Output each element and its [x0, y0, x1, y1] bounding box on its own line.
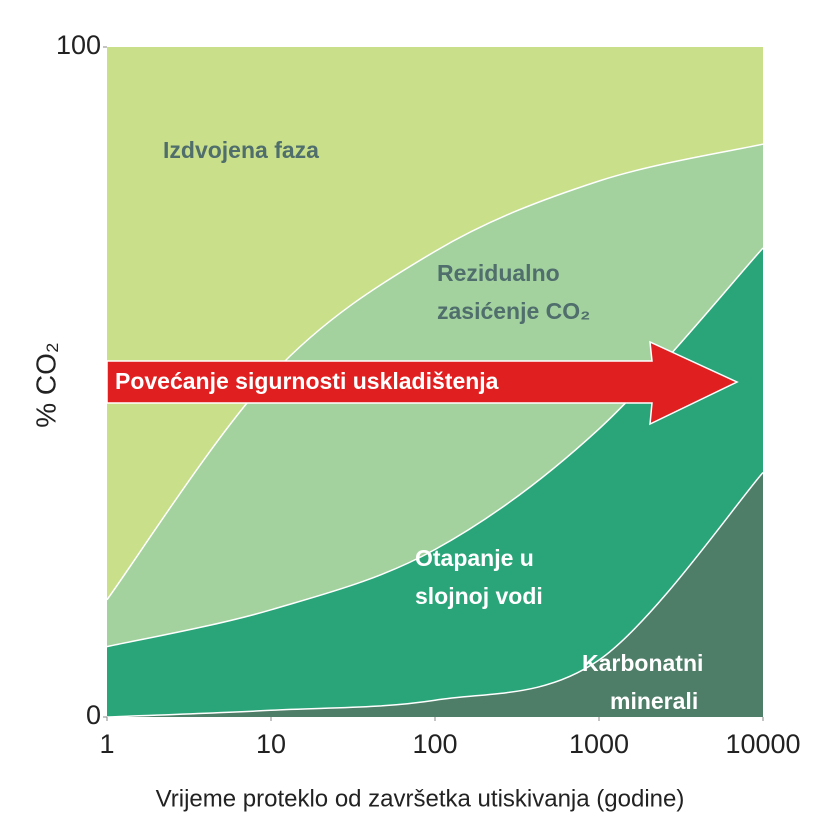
- y-tick-label: 100: [56, 30, 101, 60]
- boundary-line: [106, 471, 764, 718]
- region-label: Otapanje u slojnoj vodi: [415, 545, 543, 609]
- area: [107, 248, 763, 717]
- x-tick-label: 1000: [569, 729, 629, 759]
- region-label: Karbonatni minerali: [582, 650, 703, 714]
- y-axis-title: % CO₂: [30, 342, 61, 428]
- x-tick-label: 10000: [725, 729, 800, 759]
- y-tick-label: 0: [86, 700, 101, 730]
- boundary-line: [106, 143, 764, 601]
- x-tick-label: 1: [99, 729, 114, 759]
- arrow: [106, 340, 739, 426]
- x-tick-label: 10: [256, 729, 286, 759]
- region-label: Izdvojena faza: [163, 137, 319, 163]
- area: [107, 47, 763, 600]
- area: [107, 472, 763, 717]
- x-axis-title: Vrijeme proteklo od završetka utiskivanj…: [156, 785, 685, 812]
- x-tick-label: 100: [412, 729, 457, 759]
- region-label: Rezidualno zasićenje CO₂: [437, 260, 590, 324]
- arrow-label: Povećanje sigurnosti uskladištenja: [115, 368, 499, 394]
